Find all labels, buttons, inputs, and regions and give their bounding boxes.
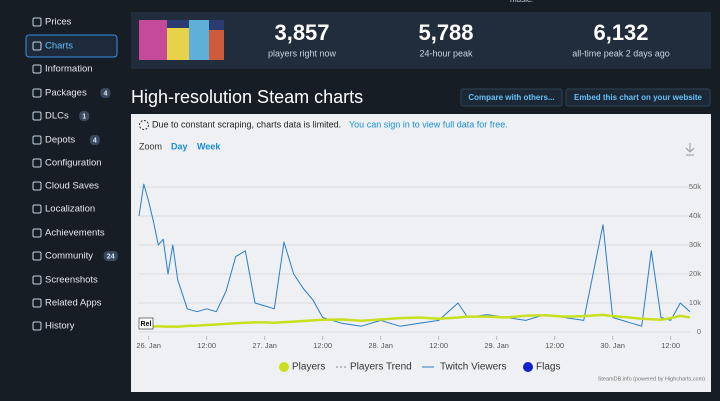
legend-label[interactable]: Twitch Viewers [440, 362, 507, 373]
nav-icon [32, 251, 42, 261]
stat-label: 24-hour peak [419, 48, 473, 58]
y-tick-label: 10k [689, 298, 701, 307]
x-tick-label: 12:00 [313, 341, 332, 350]
badge-count: 4 [103, 90, 107, 97]
button[interactable] [565, 88, 711, 107]
badge [100, 88, 111, 98]
active-nav [25, 34, 118, 58]
notice: Due to constant scraping, charts data is… [152, 119, 341, 129]
x-tick-label: 12:00 [545, 341, 564, 350]
nav-icon [32, 298, 42, 308]
badge [103, 251, 118, 261]
heading: High-resolution Steam charts [131, 87, 363, 107]
notice-link[interactable]: You can sign in to view full data for fr… [349, 119, 508, 129]
stat-label: all-time peak 2 days ago [572, 48, 670, 58]
y-tick-label: 30k [689, 240, 701, 249]
stats-panel [131, 12, 711, 69]
nav-icon [32, 275, 42, 285]
stat-value: 6,132 [593, 20, 648, 45]
nav-icon [32, 321, 42, 331]
chart-panel [131, 114, 711, 392]
nav-icon [32, 64, 42, 74]
nav-icon [32, 204, 42, 214]
button-label[interactable]: Embed this chart on your website [574, 93, 703, 102]
stat-value: 5,788 [418, 20, 473, 45]
x-tick-label: 29. Jan [484, 341, 509, 350]
badge [89, 135, 100, 145]
top-text: music. [510, 0, 533, 4]
badge [79, 111, 90, 121]
zoom-label: Zoom [139, 141, 162, 151]
x-tick-label: 26. Jan [136, 341, 161, 350]
nav-item[interactable]: Prices [45, 17, 72, 28]
nav-icon [32, 17, 42, 27]
stat-label: players right now [268, 48, 337, 58]
download-icon[interactable] [685, 143, 695, 156]
legend-label[interactable]: Flags [536, 362, 560, 373]
x-tick-label: 12:00 [661, 341, 680, 350]
button-label[interactable]: Compare with others... [468, 93, 554, 102]
nav-item[interactable]: Cloud Saves [45, 181, 99, 192]
nav-item[interactable]: Depots [45, 135, 75, 146]
x-tick-label: 12:00 [197, 341, 216, 350]
legend-symbol [279, 362, 289, 372]
annotation: Rel [141, 321, 152, 328]
thumbnail [139, 20, 224, 60]
legend-symbol [523, 362, 533, 372]
nav-item[interactable]: Screenshots [45, 275, 98, 286]
nav-item[interactable]: Localization [45, 204, 95, 215]
button[interactable] [460, 88, 563, 107]
y-tick-label: 0 [697, 327, 701, 336]
nav-icon [32, 228, 42, 238]
badge-count: 4 [93, 137, 97, 144]
badge-count: 24 [107, 253, 115, 260]
x-tick-label: 30. Jan [600, 341, 625, 350]
nav-item[interactable]: DLCs [45, 111, 69, 122]
credit: SteamDB.info (powered by Highcharts.com) [598, 376, 705, 382]
nav-icon [32, 135, 42, 145]
x-tick-label: 27. Jan [252, 341, 277, 350]
legend-label[interactable]: Players Trend [350, 362, 412, 373]
y-tick-label: 40k [689, 211, 701, 220]
nav-item[interactable]: Configuration [45, 158, 102, 169]
y-tick-label: 50k [689, 182, 701, 191]
nav-item[interactable]: Charts [45, 41, 73, 52]
nav-icon [32, 88, 42, 98]
legend-label[interactable]: Players [292, 362, 325, 373]
zoom-option[interactable]: Week [197, 141, 221, 151]
badge-count: 1 [82, 113, 86, 120]
nav-item[interactable]: Community [45, 251, 93, 262]
nav-icon [32, 111, 42, 121]
y-tick-label: 20k [689, 269, 701, 278]
series-line [138, 313, 691, 329]
nav-icon [32, 158, 42, 168]
nav-item[interactable]: Information [45, 64, 93, 75]
flag-box [138, 317, 154, 330]
nav-item[interactable]: Achievements [45, 228, 105, 239]
nav-item[interactable]: History [45, 321, 75, 332]
stat-value: 3,857 [274, 20, 329, 45]
nav-item[interactable]: Packages [45, 88, 87, 99]
x-tick-label: 28. Jan [368, 341, 393, 350]
info-icon [139, 120, 149, 130]
x-tick-label: 12:00 [429, 341, 448, 350]
nav-item[interactable]: Related Apps [45, 298, 102, 309]
nav-icon [32, 41, 42, 51]
zoom-option[interactable]: Day [171, 141, 188, 151]
nav-icon [32, 181, 42, 191]
